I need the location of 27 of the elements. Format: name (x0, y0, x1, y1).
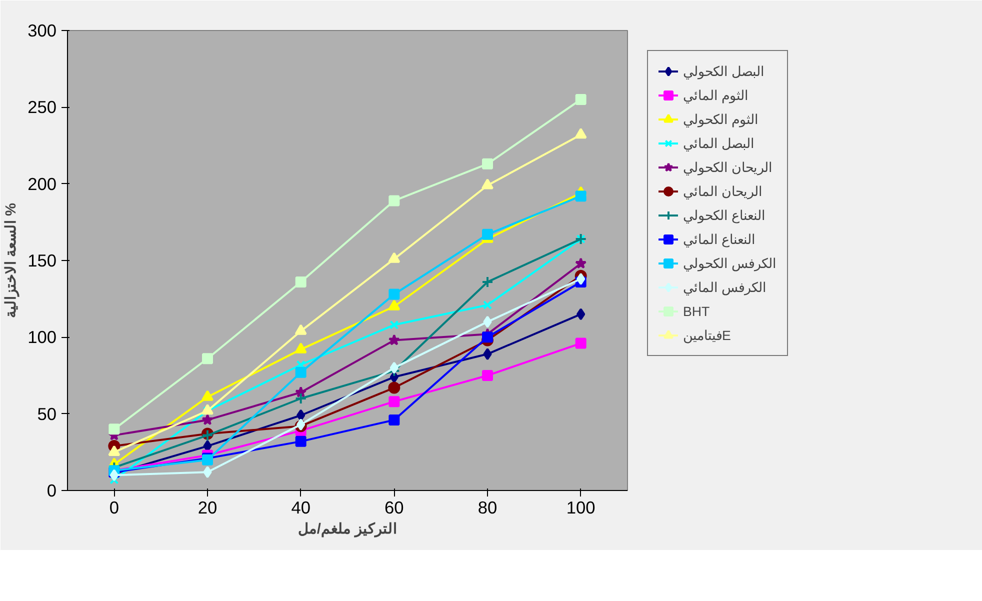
legend-label: BHT (683, 304, 710, 318)
x-tick-label: 80 (478, 498, 498, 518)
legend-label: النعناع الكحولي (683, 208, 766, 222)
legend-label: الريحان المائي (683, 184, 763, 198)
y-tick-label: 200 (28, 174, 57, 194)
y-axis-title: السعة الاختزالية % (4, 202, 20, 318)
y-tick-label: 150 (28, 250, 57, 270)
legend-label: البصل الكحولي (683, 64, 765, 78)
legend-label: البصل المائي (683, 136, 755, 150)
legend-label: الكرفس الكحولي (683, 256, 777, 270)
x-tick-label: 60 (384, 498, 404, 518)
y-tick-label: 100 (28, 327, 57, 348)
legend-label: الريحان الكحولي (683, 160, 773, 174)
y-tick-label: 0 (46, 480, 57, 500)
legend-label: فيتامينE (683, 328, 731, 342)
x-tick-label: 100 (566, 498, 596, 518)
legend-label: الثوم الكحولي (683, 112, 759, 126)
y-tick-label: 250 (28, 97, 57, 118)
y-tick-label: 50 (37, 404, 57, 424)
legend-label: النعناع المائي (683, 232, 756, 246)
x-tick-label: 20 (198, 498, 218, 518)
x-tick-label: 40 (291, 498, 310, 518)
legend-label: الكرفس المائي (683, 280, 767, 294)
y-tick-label: 300 (28, 20, 57, 40)
x-tick-label: 0 (109, 498, 119, 518)
x-axis-title: التركيز ملغم/مل (298, 522, 398, 538)
legend-label: الثوم المائي (683, 88, 749, 102)
